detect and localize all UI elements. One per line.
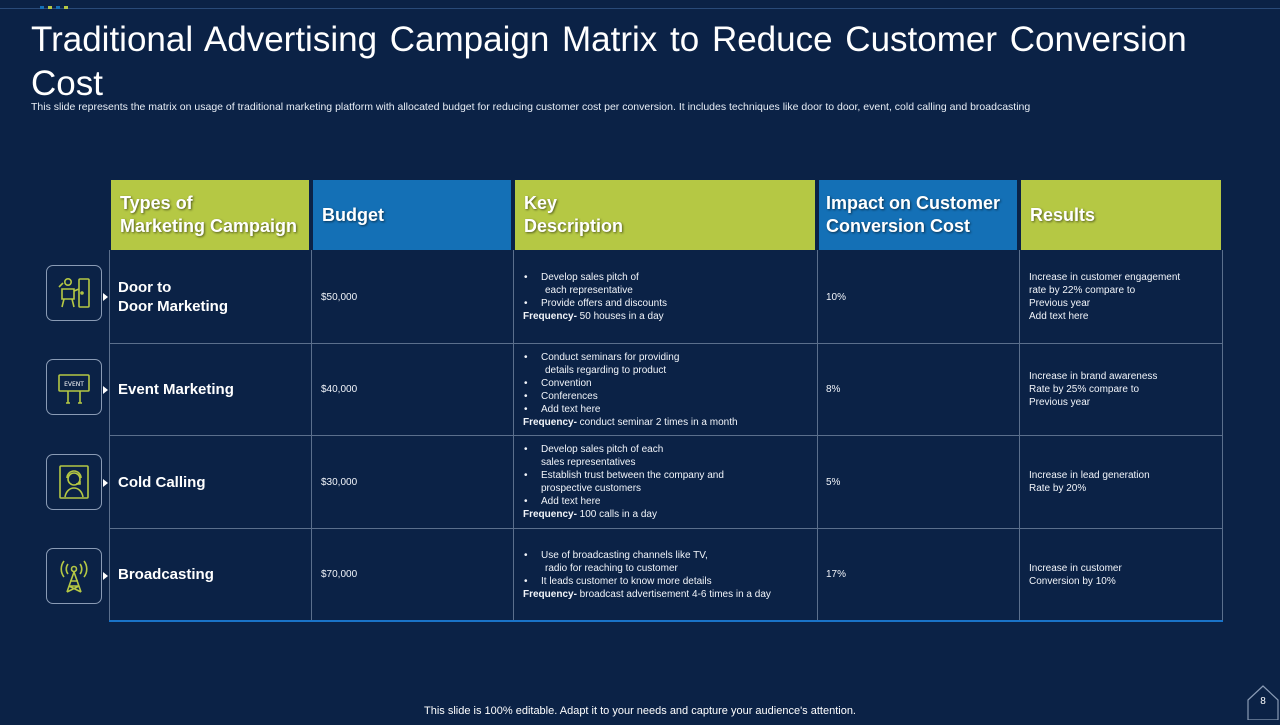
- desc-frequency: Frequency- conduct seminar 2 times in a …: [523, 416, 738, 429]
- desc-bullet: Develop sales pitch of each: [523, 443, 724, 456]
- result-line: Increase in lead generation: [1029, 470, 1150, 481]
- row-arrow: [103, 479, 108, 487]
- desc-bullet: Add text here: [523, 403, 738, 416]
- result-line: Increase in customer: [1029, 562, 1122, 574]
- broadcast-tower-icon: [46, 548, 102, 604]
- frequency-text: conduct seminar 2 times in a month: [576, 416, 738, 428]
- desc-bullet-cont: sales representatives: [541, 457, 636, 468]
- header-impact-line2: Conversion Cost: [826, 216, 971, 236]
- impact-value: 5%: [826, 476, 841, 488]
- result-line: Conversion by 10%: [1029, 575, 1116, 587]
- page-number: 8: [1260, 696, 1266, 707]
- campaign-cold-calling: Cold Calling: [118, 473, 206, 491]
- header-impact: Impact on Customer Conversion Cost: [819, 180, 1017, 250]
- campaign-name-line2: Door Marketing: [118, 298, 229, 315]
- top-rule: [0, 8, 1280, 9]
- desc-bullet-cont: details regarding to product: [545, 364, 667, 376]
- results-cell: Increase in customer engagement rate by 2…: [1029, 251, 1219, 343]
- impact-value: 10%: [826, 291, 847, 303]
- slide-subtitle: This slide represents the matrix on usag…: [31, 101, 1031, 113]
- row-arrow: [103, 386, 108, 394]
- desc-bullet-cont: each representative: [545, 285, 633, 296]
- header-campaign-type: Types of Marketing Campaign: [111, 180, 309, 250]
- budget-value: $40,000: [321, 384, 358, 395]
- description-cell: Use of broadcasting channels like TV, ra…: [523, 529, 813, 620]
- page-number-badge: 8: [1246, 684, 1280, 721]
- results-cell: Increase in customer Conversion by 10%: [1029, 529, 1219, 620]
- results-cell: Increase in lead generation Rate by 20%: [1029, 436, 1219, 528]
- campaign-event: Event Marketing: [118, 381, 234, 398]
- slide-footer: This slide is 100% editable. Adapt it to…: [424, 705, 856, 717]
- header-budget-label: Budget: [322, 204, 384, 225]
- header-results-label: Results: [1030, 204, 1096, 225]
- frequency-label: Frequency-: [523, 416, 577, 428]
- desc-bullet: Add text here: [523, 495, 724, 508]
- result-line: Increase in customer engagement: [1029, 272, 1181, 283]
- desc-frequency: Frequency- 100 calls in a day: [523, 508, 724, 521]
- row-arrow: [103, 572, 108, 580]
- header-description: Key Description: [515, 180, 815, 250]
- header-budget: Budget: [313, 180, 511, 250]
- desc-bullet-cont: radio for reaching to customer: [545, 562, 678, 574]
- header-impact-line1: Impact on Customer: [826, 193, 1001, 213]
- door-to-door-icon: [46, 265, 102, 321]
- description-cell: Develop sales pitch of each sales repres…: [523, 436, 813, 528]
- result-line: Rate by 20%: [1029, 483, 1087, 494]
- impact-value: 8%: [826, 384, 841, 395]
- description-cell: Develop sales pitch of each representati…: [523, 251, 813, 343]
- header-type-line1: Types of: [120, 193, 193, 213]
- call-agent-icon: [46, 454, 102, 510]
- result-line: Increase in brand awareness: [1029, 371, 1158, 382]
- desc-bullet: It leads customer to know more details: [523, 575, 771, 588]
- budget-value: $30,000: [321, 476, 358, 488]
- desc-frequency: Frequency- 50 houses in a day: [523, 310, 667, 323]
- campaign-name-line1: Door to: [118, 279, 172, 296]
- campaign-broadcasting: Broadcasting: [118, 566, 214, 583]
- slide-title: Traditional Advertising Campaign Matrix …: [31, 20, 1187, 103]
- frequency-text: 50 houses in a day: [576, 311, 664, 322]
- result-line: Rate by 25% compare to: [1029, 384, 1140, 395]
- frequency-label: Frequency-: [523, 509, 577, 520]
- desc-bullet: Conduct seminars for providing: [523, 351, 738, 364]
- page-home-icon: [1247, 685, 1279, 721]
- decor-dots: [40, 6, 68, 9]
- row-arrow: [103, 293, 108, 301]
- budget-value: $50,000: [321, 291, 358, 303]
- desc-bullet: Develop sales pitch of: [523, 271, 667, 284]
- description-cell: Conduct seminars for providing details r…: [523, 344, 813, 435]
- event-sign-text: EVENT: [64, 381, 84, 388]
- result-line: Previous year: [1029, 397, 1091, 408]
- results-cell: Increase in brand awareness Rate by 25% c…: [1029, 344, 1219, 435]
- header-results: Results: [1021, 180, 1221, 250]
- desc-bullet-cont: prospective customers: [541, 483, 642, 494]
- result-line: rate by 22% compare to: [1029, 285, 1136, 296]
- event-sign-icon: EVENT: [46, 359, 102, 415]
- frequency-text: 100 calls in a day: [576, 509, 657, 520]
- frequency-label: Frequency-: [523, 311, 577, 322]
- budget-value: $70,000: [321, 569, 358, 580]
- desc-frequency: Frequency- broadcast advertisement 4-6 t…: [523, 588, 771, 601]
- frequency-text: broadcast advertisement 4-6 times in a d…: [576, 588, 771, 600]
- desc-bullet: Establish trust between the company and: [523, 469, 724, 482]
- result-line: Previous year: [1029, 298, 1091, 309]
- header-type-line2: Marketing Campaign: [120, 216, 298, 236]
- desc-bullet: Conferences: [523, 390, 738, 403]
- table-bottom-rule: [109, 620, 1223, 622]
- impact-value: 17%: [826, 569, 847, 580]
- desc-bullet: Provide offers and discounts: [523, 297, 667, 310]
- frequency-label: Frequency-: [523, 588, 577, 600]
- header-desc-line2: Description: [524, 216, 624, 236]
- header-desc-line1: Key: [524, 193, 558, 213]
- result-line: Add text here: [1029, 311, 1089, 322]
- desc-bullet: Convention: [523, 377, 738, 390]
- campaign-door-to-door: Door to Door Marketing: [118, 251, 308, 343]
- desc-bullet: Use of broadcasting channels like TV,: [523, 549, 771, 562]
